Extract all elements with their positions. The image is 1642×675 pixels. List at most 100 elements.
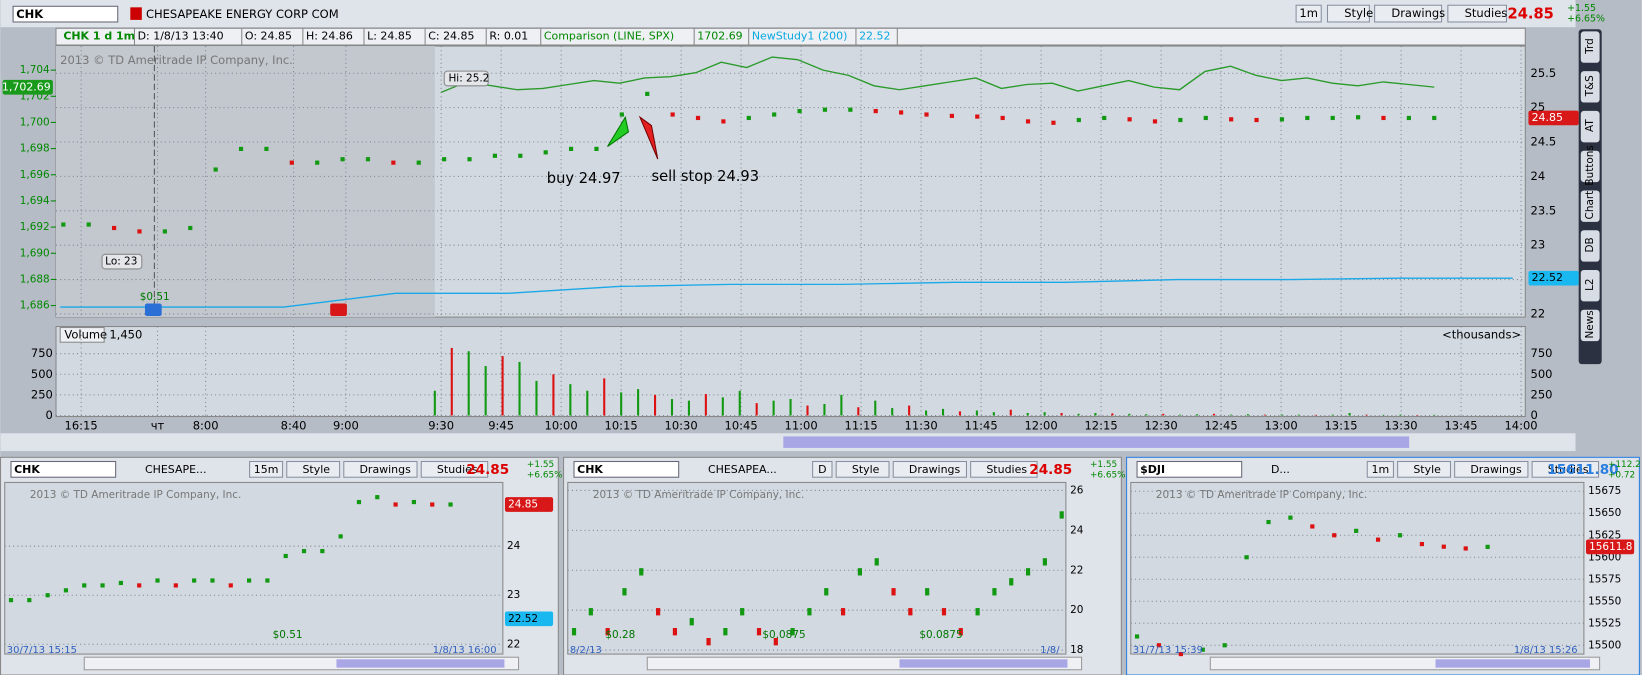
- panel-symbol-box[interactable]: [1136, 460, 1243, 478]
- panel-candle: [807, 608, 812, 616]
- price-candle: [1279, 117, 1285, 122]
- panel-button[interactable]: [1366, 460, 1394, 478]
- side-tab[interactable]: [1580, 190, 1600, 222]
- price-candle: [1102, 115, 1107, 121]
- volume-bar: [1314, 414, 1317, 416]
- panel-candle: [857, 568, 862, 576]
- sell-note: sell stop 24.93: [651, 168, 759, 185]
- panel-button[interactable]: [1397, 460, 1451, 478]
- panel-candle: [320, 549, 325, 554]
- volume-bar: [1145, 414, 1148, 416]
- volume-bar: [958, 411, 962, 416]
- panel-button[interactable]: [835, 460, 890, 478]
- panel-scroll-thumb[interactable]: [899, 659, 1068, 668]
- volume-bar: [518, 361, 521, 416]
- side-tab[interactable]: [1580, 31, 1600, 63]
- panel-candle: [1025, 568, 1031, 576]
- price-candle: [365, 157, 371, 162]
- panel-date: 1/8/13 15:26: [1514, 645, 1578, 656]
- price-candle: [1051, 120, 1056, 125]
- volume-bar: [484, 366, 487, 416]
- scroll-thumb[interactable]: [783, 436, 1410, 448]
- panel-candle: [1156, 643, 1162, 648]
- panel-candle: [958, 628, 963, 636]
- panel-button[interactable]: [286, 460, 341, 478]
- panel-flag: 15611.8: [1589, 541, 1632, 553]
- side-tab[interactable]: [1580, 309, 1600, 342]
- toolbar-button[interactable]: [1447, 4, 1507, 23]
- price-candle: [61, 222, 66, 227]
- panel-candle: [605, 628, 610, 636]
- panel-scroll-thumb[interactable]: [336, 659, 505, 668]
- panel-candle: [1332, 533, 1337, 538]
- volume-tick-label: 0: [46, 408, 53, 422]
- side-tab[interactable]: [1580, 150, 1600, 183]
- price-candle: [315, 160, 320, 165]
- panel-tick-label: 22: [507, 638, 520, 650]
- panel-company: D...: [1271, 463, 1290, 476]
- watermark: 2013 © TD Ameritrade IP Company, Inc.: [60, 53, 293, 67]
- side-tab[interactable]: [1580, 110, 1600, 143]
- panel-tick-label: 15500: [1588, 639, 1621, 651]
- toolbar-button[interactable]: [1295, 4, 1322, 23]
- panel-button[interactable]: [1531, 460, 1600, 478]
- panel-button[interactable]: [420, 460, 489, 478]
- panel-candle: [27, 598, 32, 603]
- panel-symbol-box[interactable]: [573, 460, 680, 478]
- buy-arrow: [607, 115, 630, 147]
- dividend-note: $0.51: [140, 291, 170, 303]
- volume-bar: [874, 400, 877, 416]
- panel-flag: 22.52: [508, 613, 538, 625]
- panel-candle: [411, 499, 416, 505]
- panel-date: 1/8/: [1040, 645, 1060, 656]
- panel-button-label: Studies: [986, 463, 1027, 476]
- time-label: 12:15: [1084, 418, 1117, 432]
- price-candle: [1381, 115, 1386, 121]
- panel-button[interactable]: [1454, 460, 1529, 478]
- sell-arrow: [638, 115, 659, 160]
- symbol-box[interactable]: [12, 5, 119, 23]
- panel-scroll-thumb[interactable]: [1435, 659, 1590, 668]
- time-label: 11:15: [845, 418, 878, 432]
- side-tab-label: News: [1584, 310, 1596, 338]
- toolbar-button[interactable]: [1326, 4, 1370, 23]
- side-tab[interactable]: [1580, 270, 1600, 302]
- panel-candle: [1288, 515, 1293, 520]
- side-tab[interactable]: [1580, 71, 1600, 103]
- study-flag-bg: [1528, 270, 1579, 286]
- high-label-bg: [443, 70, 489, 87]
- panel-candle: [908, 608, 913, 616]
- price-candle: [949, 113, 954, 118]
- symbol: CHK: [16, 7, 44, 21]
- panel-button-label: Drawings: [359, 463, 411, 476]
- panel-tick-label: 26: [1070, 484, 1083, 496]
- price-candle: [467, 157, 472, 162]
- panel-button[interactable]: [249, 460, 284, 478]
- panel-button[interactable]: [812, 460, 833, 478]
- price-candle: [1000, 115, 1005, 121]
- panel-candle: [228, 583, 233, 588]
- panel-symbol: CHK: [14, 463, 40, 476]
- volume-bar: [908, 405, 911, 416]
- panel-chart: [1130, 481, 1585, 655]
- panel-change-pct: +6.65%: [1090, 471, 1126, 481]
- panel-button[interactable]: [343, 460, 418, 478]
- panel-button[interactable]: [970, 460, 1038, 478]
- panel-symbol-box[interactable]: [10, 460, 117, 478]
- panel-candle: [790, 628, 795, 636]
- panel-candle: [639, 568, 644, 576]
- side-tab[interactable]: [1580, 230, 1600, 262]
- side-tab-label: L2: [1584, 278, 1596, 290]
- panel-candle: [1310, 524, 1315, 529]
- price-candle: [1305, 115, 1310, 121]
- panel-date: 30/7/13 15:15: [7, 645, 77, 656]
- panel-button[interactable]: [892, 460, 967, 478]
- panel-tick-label: 15675: [1588, 485, 1621, 497]
- panel-candle: [723, 628, 728, 636]
- toolbar-button[interactable]: [1374, 4, 1443, 23]
- panel-candle: [1222, 643, 1227, 648]
- panel-flag-bg: [504, 611, 554, 627]
- volume-bar: [891, 408, 894, 416]
- price-candle: [772, 112, 777, 117]
- panel-candle: [1042, 558, 1047, 566]
